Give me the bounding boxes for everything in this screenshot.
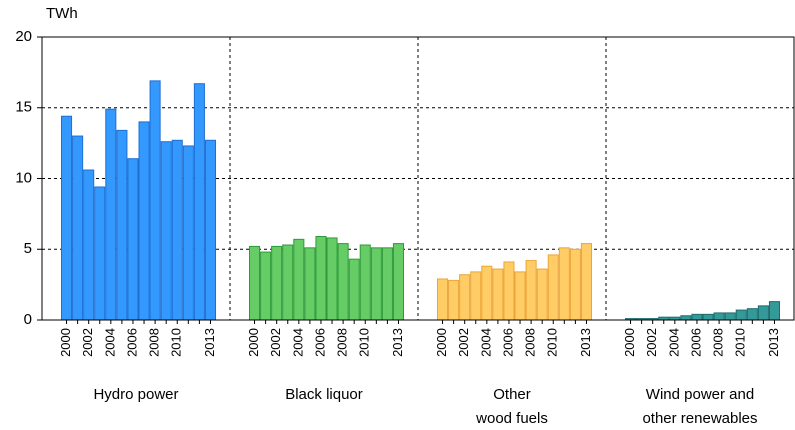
x-tick-label: 2002 [268, 328, 283, 357]
bar [171, 139, 183, 321]
x-tick-label: 2004 [290, 328, 305, 357]
bar [514, 271, 526, 321]
bar [249, 245, 261, 321]
y-tick-label: 15 [15, 99, 32, 116]
bar [536, 268, 548, 321]
bar [204, 139, 217, 321]
x-tick-label: 2008 [147, 328, 162, 357]
x-tick-label: 2013 [202, 328, 217, 357]
bar [503, 261, 515, 321]
x-tick-label: 2002 [644, 328, 659, 357]
x-tick-label: 2000 [246, 328, 261, 357]
bar [282, 244, 294, 321]
bar [680, 315, 692, 321]
bar [448, 279, 460, 321]
bar [768, 301, 781, 321]
bar [193, 83, 205, 321]
bar [370, 247, 382, 321]
x-tick-label: 2008 [523, 328, 538, 357]
group-label: Hydro power [93, 386, 178, 403]
y-axis-unit: TWh [46, 5, 78, 22]
x-tick-label: 2004 [102, 328, 117, 357]
bar [149, 80, 161, 321]
x-tick-label: 2010 [545, 328, 560, 357]
bar [72, 135, 84, 321]
bar [293, 238, 305, 321]
x-tick-label: 2006 [312, 328, 327, 357]
bar [580, 243, 593, 321]
bar [105, 108, 117, 321]
bar [138, 121, 150, 321]
bar [127, 158, 139, 321]
x-tick-label: 2006 [500, 328, 515, 357]
bar [470, 271, 482, 321]
x-tick-label: 2010 [169, 328, 184, 357]
bar [326, 237, 338, 321]
bar [94, 186, 106, 321]
y-tick-label: 20 [15, 28, 32, 45]
bar [359, 244, 371, 321]
x-tick-label: 2010 [357, 328, 372, 357]
group-label: Black liquor [285, 386, 363, 403]
x-tick-label: 2004 [666, 328, 681, 357]
y-tick-label: 0 [24, 311, 32, 328]
bar [492, 268, 504, 321]
bar [558, 247, 570, 321]
x-tick-label: 2008 [335, 328, 350, 357]
bar [337, 243, 349, 321]
bar [348, 258, 360, 321]
bar [547, 254, 559, 321]
bar [381, 247, 393, 321]
y-tick-label: 10 [15, 169, 32, 186]
group-label: Wind power and [646, 386, 754, 403]
group-label: wood fuels [475, 410, 548, 427]
bar [304, 247, 316, 321]
bar [481, 265, 493, 321]
x-tick-label: 2006 [124, 328, 139, 357]
bar [459, 274, 471, 321]
bar [757, 305, 769, 321]
bar [746, 308, 758, 321]
bar [182, 145, 194, 321]
bar [713, 312, 725, 321]
bar [702, 313, 714, 321]
plot-frame [41, 36, 795, 321]
x-tick-label: 2013 [578, 328, 593, 357]
bar [61, 115, 73, 321]
x-tick-label: 2013 [390, 328, 405, 357]
bar [525, 260, 537, 321]
x-tick-label: 2000 [622, 328, 637, 357]
bar [437, 278, 449, 321]
bar [724, 312, 736, 321]
x-tick-label: 2008 [711, 328, 726, 357]
bar [160, 141, 172, 321]
bar [260, 251, 272, 321]
bar [271, 245, 283, 321]
x-tick-label: 2006 [688, 328, 703, 357]
bar [116, 129, 128, 321]
bar [735, 309, 747, 321]
bar [691, 313, 703, 321]
group-label: Other [493, 386, 531, 403]
x-tick-label: 2000 [58, 328, 73, 357]
x-tick-label: 2002 [80, 328, 95, 357]
x-tick-label: 2010 [733, 328, 748, 357]
y-tick-label: 5 [24, 240, 32, 257]
bar [392, 243, 404, 321]
group-label: other renewables [642, 410, 757, 427]
bar [83, 169, 95, 321]
x-tick-label: 2013 [766, 328, 781, 357]
x-tick-label: 2000 [434, 328, 449, 357]
x-tick-label: 2002 [456, 328, 471, 357]
bar [315, 236, 327, 321]
x-tick-label: 2004 [478, 328, 493, 357]
bar [569, 248, 581, 321]
